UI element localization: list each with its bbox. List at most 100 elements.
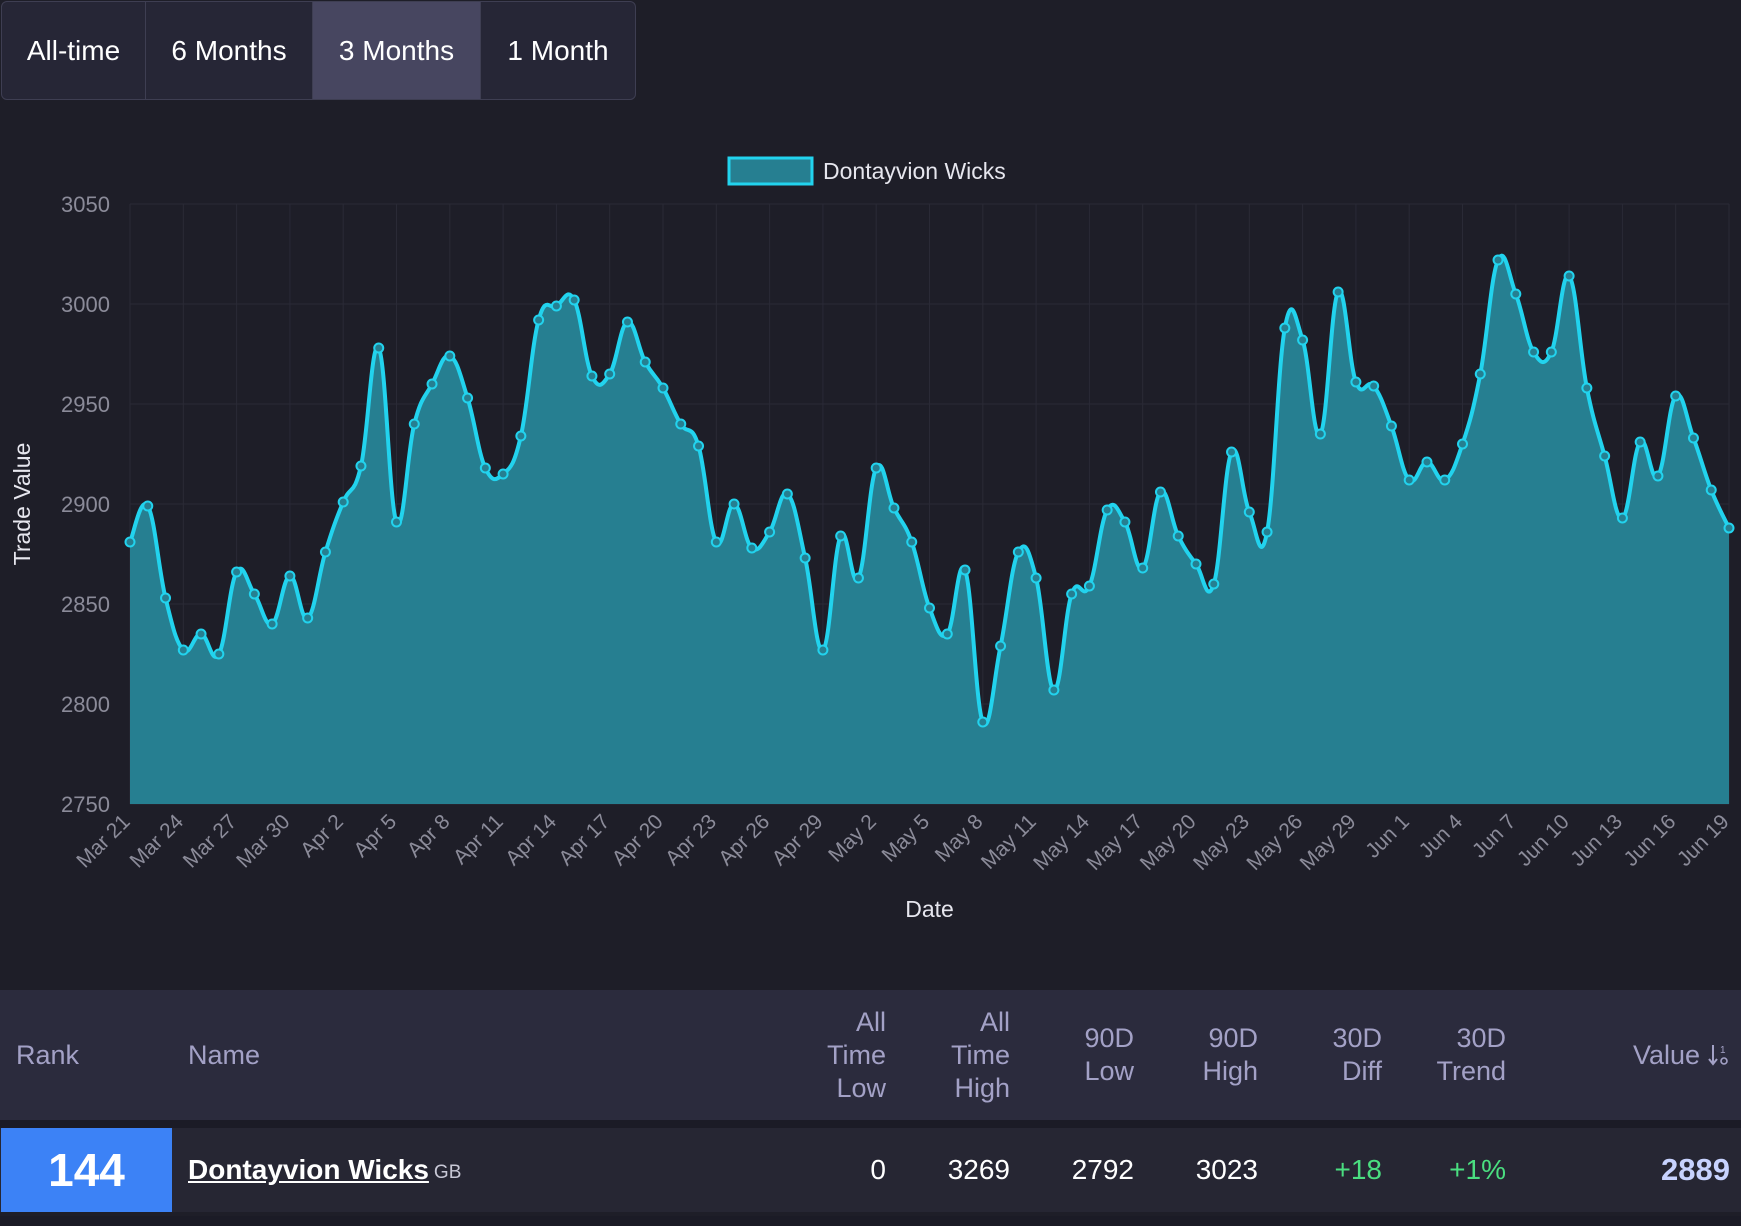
data-point[interactable] [781,488,793,500]
data-point[interactable] [764,526,776,538]
data-point[interactable] [1528,346,1540,358]
data-point[interactable] [870,462,882,474]
data-point[interactable] [1119,516,1131,528]
header-30d-trend[interactable]: 30D Trend [1436,1023,1506,1086]
tab-1-month[interactable]: 1 Month [507,34,609,66]
header-rank[interactable]: Rank [16,1039,80,1070]
data-point[interactable] [213,648,225,660]
data-point[interactable] [746,542,758,554]
data-point[interactable] [1012,546,1024,558]
data-point[interactable] [1385,420,1397,432]
data-point[interactable] [1474,368,1486,380]
data-point[interactable] [302,612,314,624]
data-point[interactable] [1421,456,1433,468]
header-30d-diff[interactable]: 30D Diff [1332,1023,1382,1086]
data-point[interactable] [248,588,260,600]
data-point[interactable] [550,300,562,312]
data-point[interactable] [639,356,651,368]
data-point[interactable] [693,440,705,452]
data-point[interactable] [1048,684,1060,696]
data-point[interactable] [906,536,918,548]
data-point[interactable] [1154,486,1166,498]
tab-3-months[interactable]: 3 Months [313,2,481,99]
data-point[interactable] [1403,474,1415,486]
data-point[interactable] [1723,522,1735,534]
data-point[interactable] [710,536,722,548]
data-point[interactable] [586,370,598,382]
data-point[interactable] [1172,530,1184,542]
data-point[interactable] [124,536,136,548]
data-point[interactable] [657,382,669,394]
data-point[interactable] [231,566,243,578]
data-point[interactable] [621,316,633,328]
data-point[interactable] [1261,526,1273,538]
data-point[interactable] [1350,376,1362,388]
data-point[interactable] [1083,580,1095,592]
data-point[interactable] [1368,380,1380,392]
data-point[interactable] [1687,432,1699,444]
data-point[interactable] [1030,572,1042,584]
legend-label[interactable]: Dontayvion Wicks [823,158,1006,184]
data-point[interactable] [852,572,864,584]
data-point[interactable] [817,644,829,656]
data-point[interactable] [924,602,935,614]
data-point[interactable] [373,342,385,354]
data-point[interactable] [1545,346,1557,358]
data-point[interactable] [319,546,331,558]
data-point[interactable] [142,500,154,512]
data-point[interactable] [1190,558,1202,570]
data-point[interactable] [408,418,420,430]
data-point[interactable] [1634,436,1646,448]
data-point[interactable] [1705,484,1717,496]
tab-all-time[interactable]: All-time [2,2,146,99]
data-point[interactable] [799,552,811,564]
data-point[interactable] [195,628,207,640]
data-point[interactable] [1457,438,1468,450]
data-point[interactable] [977,716,989,728]
header-all-time-low[interactable]: All Time Low [827,1006,886,1103]
sort-descending-icon[interactable]: 1 [1708,1043,1730,1067]
table-row[interactable]: 144 Dontayvion Wicks GB 0 3269 2792 3023… [0,1128,1741,1212]
data-point[interactable] [1563,270,1575,282]
header-all-time-high[interactable]: All Time High [951,1006,1010,1103]
data-point[interactable] [888,502,900,514]
data-point[interactable] [391,516,402,528]
player-name-link[interactable]: Dontayvion Wicks [188,1154,429,1185]
data-point[interactable] [1314,428,1326,440]
data-point[interactable] [1599,450,1611,462]
data-point[interactable] [1492,254,1504,266]
data-point[interactable] [1297,334,1309,346]
data-point[interactable] [533,314,545,326]
data-point[interactable] [266,618,278,630]
tab-6-months[interactable]: 6 Months [146,2,313,99]
data-point[interactable] [995,640,1007,652]
data-point[interactable] [1243,506,1255,518]
data-point[interactable] [1208,578,1220,590]
data-point[interactable] [1101,504,1113,516]
data-point[interactable] [1226,446,1238,458]
data-point[interactable] [497,468,509,480]
data-point[interactable] [728,498,740,510]
data-point[interactable] [959,564,971,576]
data-point[interactable] [1332,286,1344,298]
data-point[interactable] [177,644,189,656]
data-point[interactable] [675,418,687,430]
header-name[interactable]: Name [188,1039,261,1070]
data-point[interactable] [1616,512,1628,524]
data-point[interactable] [568,294,580,306]
data-point[interactable] [1652,470,1664,482]
data-point[interactable] [355,460,367,472]
header-value[interactable]: Value 1 [1560,990,1730,1120]
data-point[interactable] [941,628,953,640]
data-point[interactable] [284,570,296,582]
data-point[interactable] [444,350,456,362]
data-point[interactable] [337,496,349,508]
data-point[interactable] [1581,382,1593,394]
data-point[interactable] [1510,288,1522,300]
data-point[interactable] [1066,588,1078,600]
data-point[interactable] [426,378,438,390]
data-point[interactable] [479,462,491,474]
data-point[interactable] [1670,390,1682,402]
data-point[interactable] [604,368,616,380]
data-point[interactable] [160,592,172,604]
